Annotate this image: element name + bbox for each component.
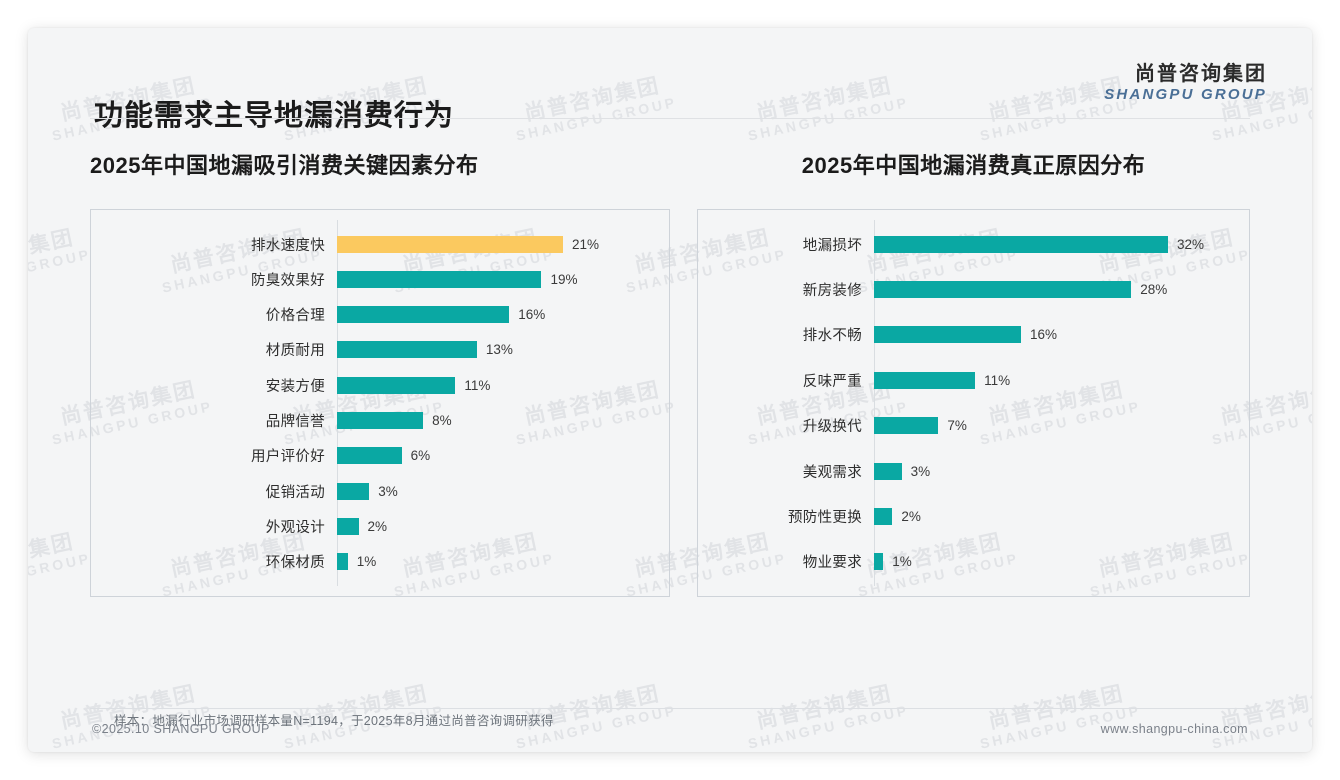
bar-category-label: 价格合理 [265,308,325,325]
chart-rows-left: 排水速度快 21% 防臭效果好 19% 价格合理 16% 材质耐用 13% 安装方便 11% 品牌信… [91,210,669,596]
bar-value-label: 6% [410,448,431,464]
bar-value-label: 21% [572,236,600,252]
bar-category-label: 排水不畅 [802,328,862,345]
chart-box-left: 排水速度快 21% 防臭效果好 19% 价格合理 16% 材质耐用 13% 安装方便 11% 品牌信… [90,209,670,597]
bar-category-label: 新房装修 [802,282,862,299]
chart-bar-row: 材质耐用 13% [91,334,669,366]
bar-value-label: 7% [947,418,967,434]
chart-panel-right: 2025年中国地漏消费真正原因分布 地漏损坏 32% 新房装修 28% 排水不畅 16% 反… [697,148,1250,597]
chart-bar-row: 促销活动 3% [91,475,669,507]
bar-category-label: 美观需求 [802,464,862,481]
bar [874,235,1168,253]
chart-title-right: 2025年中国地漏消费真正原因分布 [801,153,1146,178]
bar-category-label: 升级换代 [802,419,862,436]
bar-category-label: 促销活动 [265,484,325,501]
chart-axis-left [337,220,338,586]
bar [337,482,370,500]
bar [337,553,348,571]
slide-header: 功能需求主导地漏消费行为 尚普咨询集团 SHANGPU GROUP [28,28,1312,132]
bar-value-label: 13% [485,342,513,358]
bar-value-label: 1% [356,554,377,570]
bar-category-label: 用户评价好 [251,449,325,466]
bar-value-label: 32% [1177,236,1205,252]
chart-bar-row: 排水不畅 16% [698,319,1249,351]
chart-bar-row: 美观需求 3% [698,455,1249,487]
slide-canvas: 尚普咨询集团 SHANGPU GROUP 尚普咨询集团 SHANGPU GROUP 尚普… [28,28,1312,752]
chart-bar-row: 排水速度快 21% [91,228,669,260]
bar-category-label: 品牌信誉 [265,414,325,431]
brand-logo: 尚普咨询集团 SHANGPU GROUP [1104,63,1267,104]
bar [874,417,939,435]
sample-footnote: 样本：地漏行业市场调研样本量N=1194，于2025年8月通过尚普咨询调研获得 [114,714,554,728]
bar [337,412,424,430]
bar-value-label: 2% [367,519,388,535]
bar [337,270,542,288]
chart-bar-row: 价格合理 16% [91,299,669,331]
bar-value-label: 8% [432,413,452,429]
bar-value-label: 11% [984,372,1011,388]
chart-bar-row: 环保材质 1% [91,546,669,578]
bar-category-label: 反味严重 [802,373,862,390]
bar-value-label: 3% [378,483,398,499]
chart-bar-row: 预防性更换 2% [698,501,1249,533]
chart-rows-right: 地漏损坏 32% 新房装修 28% 排水不畅 16% 反味严重 11% 升级换代 7% 美观需求 3%… [698,210,1249,596]
chart-bar-row: 物业要求 1% [698,546,1249,578]
bar [874,462,902,480]
bar-category-label: 材质耐用 [265,343,325,360]
bar-category-label: 排水速度快 [251,237,325,254]
bar-value-label: 11% [464,377,491,393]
bar [337,235,563,253]
bar-category-label: 安装方便 [265,378,325,395]
chart-bar-row: 外观设计 2% [91,511,669,543]
chart-panel-left: 2025年中国地漏吸引消费关键因素分布 排水速度快 21% 防臭效果好 19% 价格合理… [90,148,670,597]
bar-category-label: 地漏损坏 [802,237,862,254]
bar-value-label: 2% [901,509,921,525]
bar-value-label: 3% [910,463,931,479]
bar [337,376,456,394]
bar [874,553,884,571]
chart-bar-row: 安装方便 11% [91,369,669,401]
bar-value-label: 28% [1140,281,1168,297]
chart-bar-row: 反味严重 11% [698,364,1249,396]
logo-chinese-text: 尚普咨询集团 [1135,63,1267,85]
bar [337,518,359,536]
chart-title-left: 2025年中国地漏吸引消费关键因素分布 [90,153,479,178]
bar-value-label: 16% [518,307,546,323]
bar [874,280,1132,298]
bar-category-label: 物业要求 [802,555,862,572]
chart-box-right: 地漏损坏 32% 新房装修 28% 排水不畅 16% 反味严重 11% 升级换代 7% 美观需求 3%… [697,209,1250,597]
bar [874,326,1021,344]
bar-category-label: 环保材质 [265,555,325,572]
copyright-text: ©2025.10 SHANGPU GROUP [92,722,270,736]
chart-bar-row: 新房装修 28% [698,273,1249,305]
chart-bar-row: 地漏损坏 32% [698,228,1249,260]
bar [874,371,976,389]
chart-axis-right [874,220,875,586]
bar-value-label: 19% [550,271,578,287]
bar-category-label: 防臭效果好 [251,272,325,289]
bar [337,341,477,359]
bar [337,447,402,465]
chart-bar-row: 升级换代 7% [698,410,1249,442]
footer-divider [90,708,1250,709]
chart-bar-row: 品牌信誉 8% [91,405,669,437]
website-link[interactable]: www.shangpu-china.com [1100,722,1248,736]
chart-bar-row: 防臭效果好 19% [91,263,669,295]
page-title: 功能需求主导地漏消费行为 [94,100,455,132]
logo-english-text: SHANGPU GROUP [1104,86,1267,103]
header-divider [90,118,1250,119]
bar [337,306,510,324]
bar-value-label: 16% [1030,327,1058,343]
bar-category-label: 预防性更换 [788,510,862,527]
slide-footer: ©2025.10 SHANGPU GROUP www.shangpu-china… [28,708,1312,752]
bar-value-label: 1% [892,554,912,570]
chart-bar-row: 用户评价好 6% [91,440,669,472]
bar-category-label: 外观设计 [265,520,325,537]
bar [874,508,893,526]
